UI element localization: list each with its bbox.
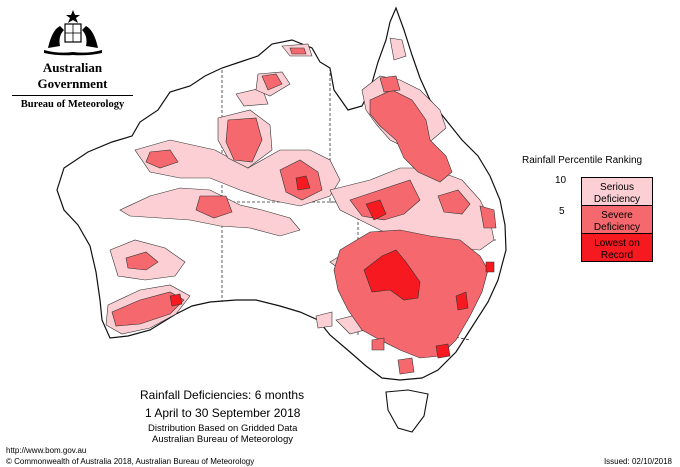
- legend-tick-5: 5: [559, 206, 565, 217]
- coat-of-arms-icon: [43, 10, 102, 56]
- map-note-distribution: Distribution Based on Gridded Data: [148, 423, 298, 434]
- government-label: Australian Government: [37, 60, 108, 91]
- legend-tick-10: 10: [555, 175, 567, 186]
- map-note-source: Australian Bureau of Meteorology: [152, 434, 293, 445]
- tasmania-outline: [385, 389, 429, 433]
- map-period: 1 April to 30 September 2018: [145, 406, 301, 420]
- legend-label-record-line1: Lowest on: [594, 238, 640, 249]
- legend-label-severe-line1: Severe: [601, 210, 633, 221]
- lowest-on-record-areas: [169, 175, 495, 359]
- footer-copyright: © Commonwealth of Australia 2018, Austra…: [6, 457, 255, 466]
- legend-swatch-record: [581, 233, 653, 262]
- footer-url[interactable]: http://www.bom.gov.au: [6, 446, 87, 455]
- legend-label-severe-line2: Deficiency: [593, 222, 641, 233]
- legend-label-serious-line2: Deficiency: [593, 194, 641, 205]
- map-title: Rainfall Deficiencies: 6 months: [140, 388, 305, 402]
- logo-block: Australian Government Bureau of Meteorol…: [10, 8, 135, 110]
- logo-divider: [12, 95, 133, 96]
- legend-label-severe: Severe Deficiency: [582, 210, 652, 234]
- legend-label-record: Lowest on Record: [582, 238, 652, 262]
- bureau-label: Bureau of Meteorology: [20, 99, 125, 110]
- severe-deficiency-areas: [111, 47, 497, 375]
- legend-label-record-line2: Record: [600, 250, 634, 261]
- footer-issued: Issued: 02/10/2018: [603, 457, 672, 466]
- legend-label-serious-line1: Serious: [600, 182, 634, 193]
- legend-title: Rainfall Percentile Ranking: [522, 155, 643, 166]
- legend-label-serious: Serious Deficiency: [582, 182, 652, 206]
